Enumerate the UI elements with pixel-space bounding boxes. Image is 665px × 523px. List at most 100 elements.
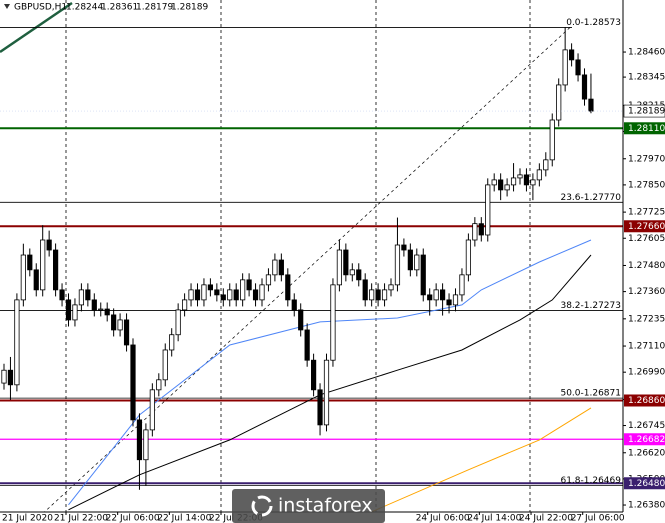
candle-body (278, 259, 284, 276)
y-tick-label: 1.27360 (628, 287, 665, 297)
y-tick-label: 1.26745 (628, 421, 665, 431)
candle-body (72, 304, 78, 321)
header-low: 1.28179 (136, 3, 173, 13)
candle-body (420, 254, 426, 296)
candle-body (220, 294, 226, 301)
candle-body (310, 359, 317, 391)
candle-body (20, 254, 26, 301)
candle-body (343, 249, 349, 276)
fib-label: 50.0-1.26871 (560, 389, 621, 399)
candle-body (27, 254, 33, 271)
candle-body (14, 299, 20, 386)
candle-body (259, 284, 265, 301)
candle-body (40, 239, 46, 291)
candle-body (214, 289, 220, 296)
candle-body (465, 239, 472, 276)
level-tag (624, 122, 665, 135)
candle-body (504, 184, 510, 191)
candle-body (201, 284, 207, 301)
x-tick-label: 24 Jul 06:00 (416, 514, 470, 523)
candle-body (491, 179, 497, 186)
fib-label: 61.8-1.26469 (560, 476, 621, 486)
plot-area (0, 0, 623, 512)
candle-body (7, 369, 14, 386)
header-close: 1.28189 (171, 3, 208, 13)
fib-label: 23.6-1.27770 (560, 193, 621, 203)
candle-body (330, 284, 336, 361)
candle-body (401, 244, 407, 251)
y-tick-label: 1.26990 (628, 368, 665, 378)
candle-body (136, 419, 143, 461)
candle-body (227, 289, 233, 301)
header-high: 1.28361 (101, 3, 138, 13)
watermark-text: instaforex (278, 495, 373, 517)
y-tick-label: 1.27850 (628, 180, 665, 190)
y-tick-label: 1.27605 (628, 234, 665, 244)
candle-body (536, 169, 542, 181)
candle-body (149, 389, 155, 431)
y-tick-label: 1.27480 (628, 261, 665, 271)
candle-body (156, 379, 162, 391)
x-tick-label: 27 Jul 06:00 (571, 514, 625, 523)
candle-body (85, 289, 91, 301)
watermark-icon (251, 495, 273, 517)
level-tag-label: 1.27660 (628, 222, 665, 232)
candle-body (33, 269, 39, 291)
candle-body (162, 349, 168, 381)
candle-body (523, 174, 530, 186)
candle-body (530, 179, 536, 186)
y-tick-label: 1.27235 (628, 314, 665, 324)
candle-body (117, 319, 123, 331)
fib-trend (44, 27, 571, 512)
moving-average (68, 239, 592, 506)
level-tag (624, 433, 665, 446)
x-tick-label: 22 Jul 14:00 (157, 514, 211, 523)
candle-body (452, 294, 459, 306)
candle-body (46, 239, 52, 251)
candle-body (433, 289, 439, 301)
candle-body (181, 299, 188, 311)
candle-body (240, 279, 246, 301)
candle-body (394, 244, 401, 286)
candle-body (169, 334, 175, 351)
candle-body (439, 289, 446, 301)
x-tick-label: 24 Jul 14:00 (467, 514, 521, 523)
candle-body (323, 359, 330, 426)
y-tick-label: 1.27970 (628, 154, 665, 164)
y-tick-label: 1.28345 (628, 73, 665, 83)
candle-body (356, 269, 362, 281)
candle-body (91, 299, 97, 311)
candle-body (459, 274, 465, 296)
candle-body (285, 274, 291, 301)
x-tick-label: 22 Jul 06:00 (106, 514, 160, 523)
candle-body (188, 289, 194, 301)
candle-body (472, 223, 478, 241)
candle-body (349, 269, 355, 276)
candle-body (317, 389, 323, 426)
symbol-title: GBPUSD,H1 (14, 3, 67, 13)
candle-body (207, 284, 213, 291)
level-tag-label: 1.26682 (628, 435, 665, 445)
y-tick-label: 1.27725 (628, 208, 665, 218)
candle-body (588, 98, 594, 112)
candle-body (407, 249, 413, 271)
moving-average (68, 254, 592, 511)
candle-body (556, 84, 562, 121)
candle-body (388, 284, 394, 291)
candle-body (549, 119, 555, 161)
candle-body (265, 274, 272, 286)
candle-body (143, 429, 149, 461)
candle-body (272, 259, 278, 276)
x-tick-label: 21 Jul 2020 (2, 514, 53, 523)
watermark-box (232, 489, 385, 523)
candle-body (104, 308, 110, 316)
level-tag-label: 1.26480 (628, 479, 665, 489)
candle-body (1, 369, 7, 384)
candle-body (569, 49, 575, 61)
candle-body (111, 314, 117, 331)
candle-body (336, 249, 343, 286)
y-tick-label: 1.26620 (628, 448, 665, 458)
